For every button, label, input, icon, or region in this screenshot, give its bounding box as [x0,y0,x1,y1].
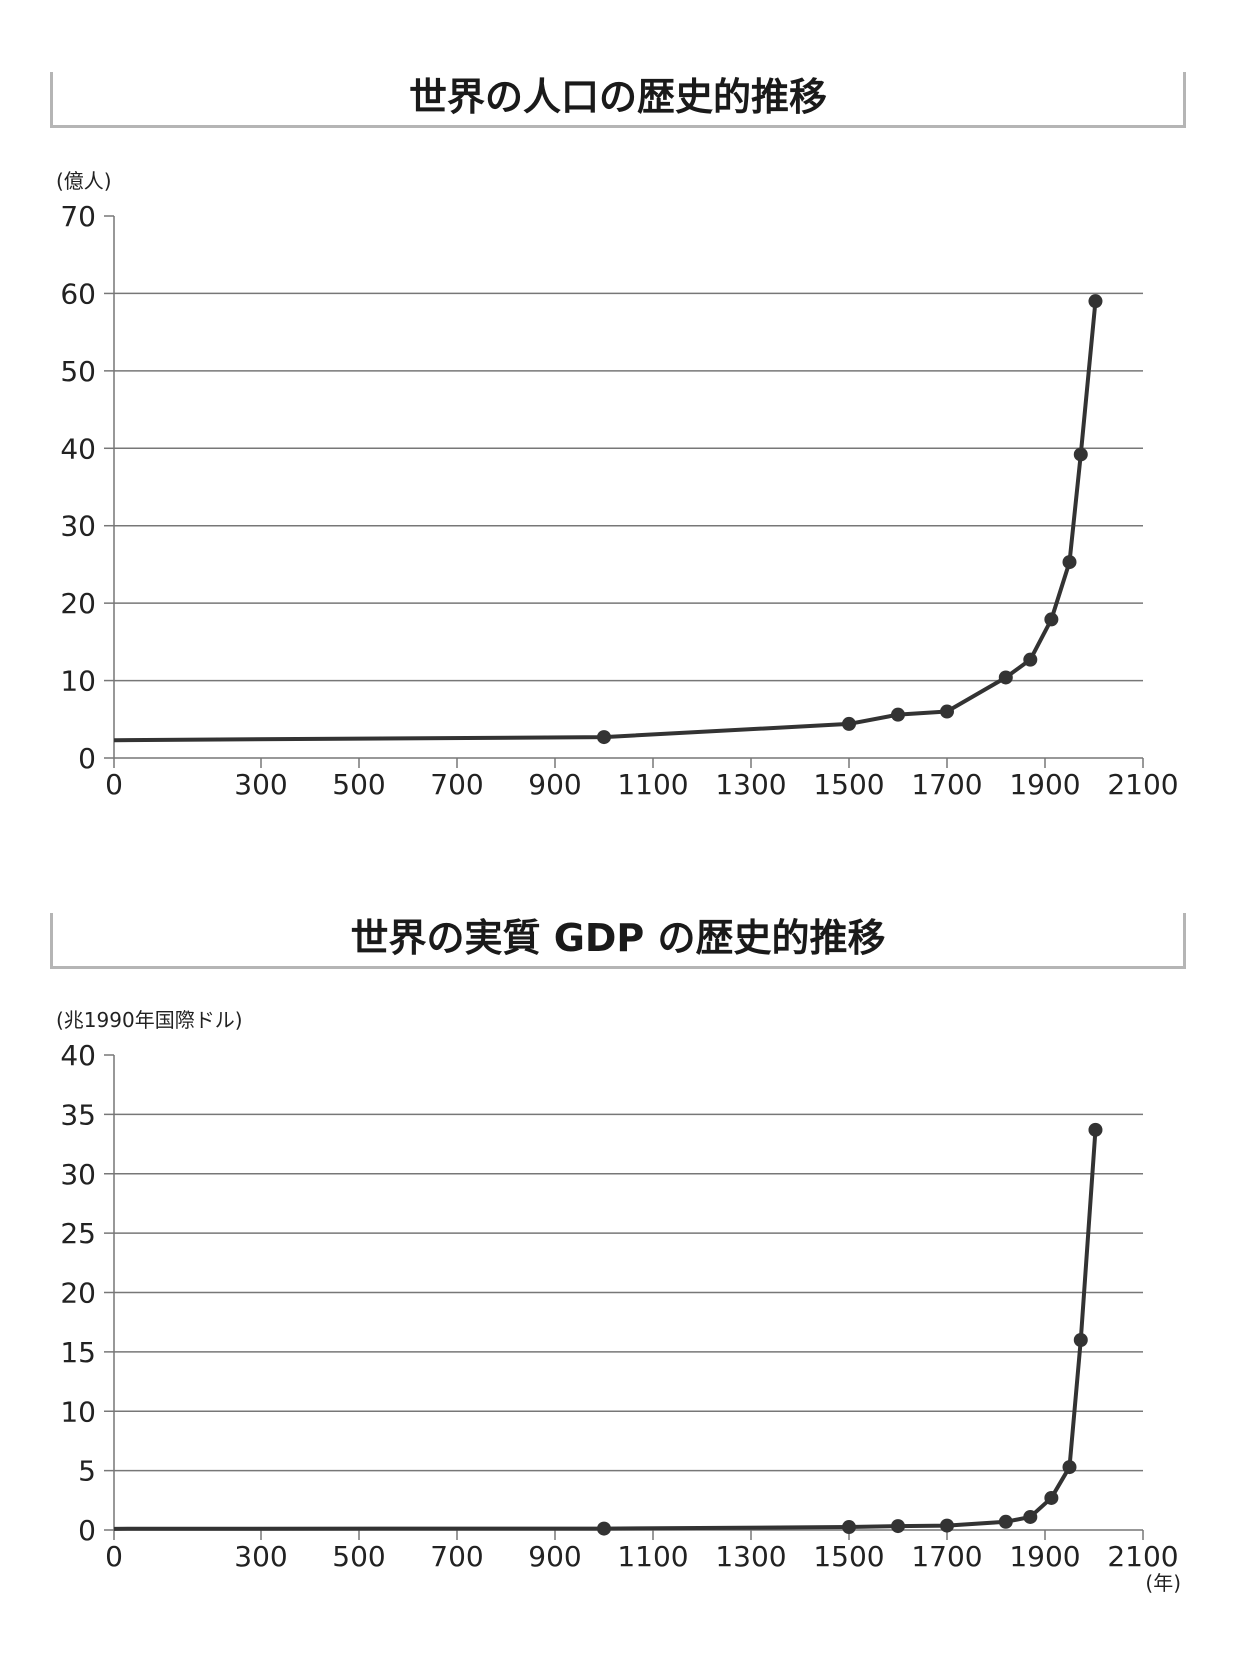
gdp-y-tick-label: 15 [60,1336,96,1369]
gdp-y-tick-label: 10 [60,1395,96,1428]
gdp-y-tick-label: 25 [60,1217,96,1250]
gdp-title-box: 世界の実質 GDP の歴史的推移 [50,913,1186,969]
gdp-data-point [842,1520,856,1535]
population-y-tick-label: 70 [60,200,96,233]
gdp-y-tick-label: 0 [78,1514,96,1547]
population-data-point [1073,447,1088,462]
gdp-data-point [1073,1333,1088,1347]
population-x-tick-label: 900 [528,768,581,800]
population-x-tick-label: 1500 [813,768,884,800]
population-data-point [842,716,856,731]
gdp-series-line [113,1129,1098,1531]
gdp-x-tick-label: 1100 [617,1540,688,1573]
population-x-tick-label: 500 [332,768,385,800]
population-y-tick-label: 40 [60,432,96,465]
population-data-point [998,670,1013,685]
population-x-tick-label: 700 [430,768,483,800]
population-x-tick-label: 0 [105,768,123,800]
gdp-data-point [998,1514,1013,1529]
gdp-data-point [940,1518,954,1533]
gdp-y-tick-label: 35 [60,1098,96,1131]
population-data-point [891,707,905,722]
gdp-x-tick-label: 300 [234,1540,287,1573]
gdp-y-axis-label: (兆1990年国際ドル) [56,1008,243,1032]
population-chart-title: 世界の人口の歴史的推移 [408,75,827,119]
gdp-x-tick-label: 900 [528,1540,581,1573]
population-data-point [1023,652,1038,667]
gdp-x-tick-label: 2100 [1107,1540,1178,1573]
gdp-y-tick-label: 5 [78,1455,96,1488]
gdp-x-tick-label: 1700 [911,1540,982,1573]
gdp-y-tick-label: 40 [60,1039,96,1072]
population-title-box: 世界の人口の歴史的推移 [50,72,1186,128]
population-data-point [1062,555,1077,570]
population-y-tick-label: 50 [60,355,96,388]
gdp-data-point [1088,1122,1103,1137]
gdp-data-point [597,1521,611,1536]
gdp-x-axis-label: (年) [1145,1571,1181,1595]
population-data-point [597,730,611,745]
gdp-data-point [1023,1509,1038,1524]
population-x-axis-label: (年) [1145,799,1181,800]
gdp-y-tick-label: 20 [60,1277,96,1310]
gdp-x-tick-label: 500 [332,1540,385,1573]
gdp-data-point [1062,1460,1077,1475]
gdp-x-tick-label: 700 [430,1540,483,1573]
population-x-tick-label: 300 [234,768,287,800]
population-y-tick-label: 60 [60,277,96,310]
population-data-point [1044,612,1059,627]
population-y-tick-label: 0 [78,742,96,775]
gdp-x-tick-label: 1300 [715,1540,786,1573]
population-y-tick-label: 20 [60,587,96,620]
gdp-x-tick-label: 0 [105,1540,123,1573]
gdp-x-tick-label: 1500 [813,1540,884,1573]
gdp-chart-title: 世界の実質 GDP の歴史的推移 [350,916,886,960]
population-x-tick-label: 1300 [715,768,786,800]
population-x-tick-label: 1100 [617,768,688,800]
population-data-point [940,704,954,719]
population-y-axis-label: (億人) [56,169,112,193]
gdp-data-point [891,1519,905,1534]
population-data-point [1088,294,1103,309]
population-x-tick-label: 1700 [911,768,982,800]
population-y-tick-label: 30 [60,510,96,543]
gdp-y-tick-label: 30 [60,1158,96,1191]
population-x-tick-label: 1900 [1009,768,1080,800]
gdp-data-point [1044,1490,1059,1505]
population-x-tick-label: 2100 [1107,768,1178,800]
gdp-x-tick-label: 1900 [1009,1540,1080,1573]
population-y-tick-label: 10 [60,665,96,698]
